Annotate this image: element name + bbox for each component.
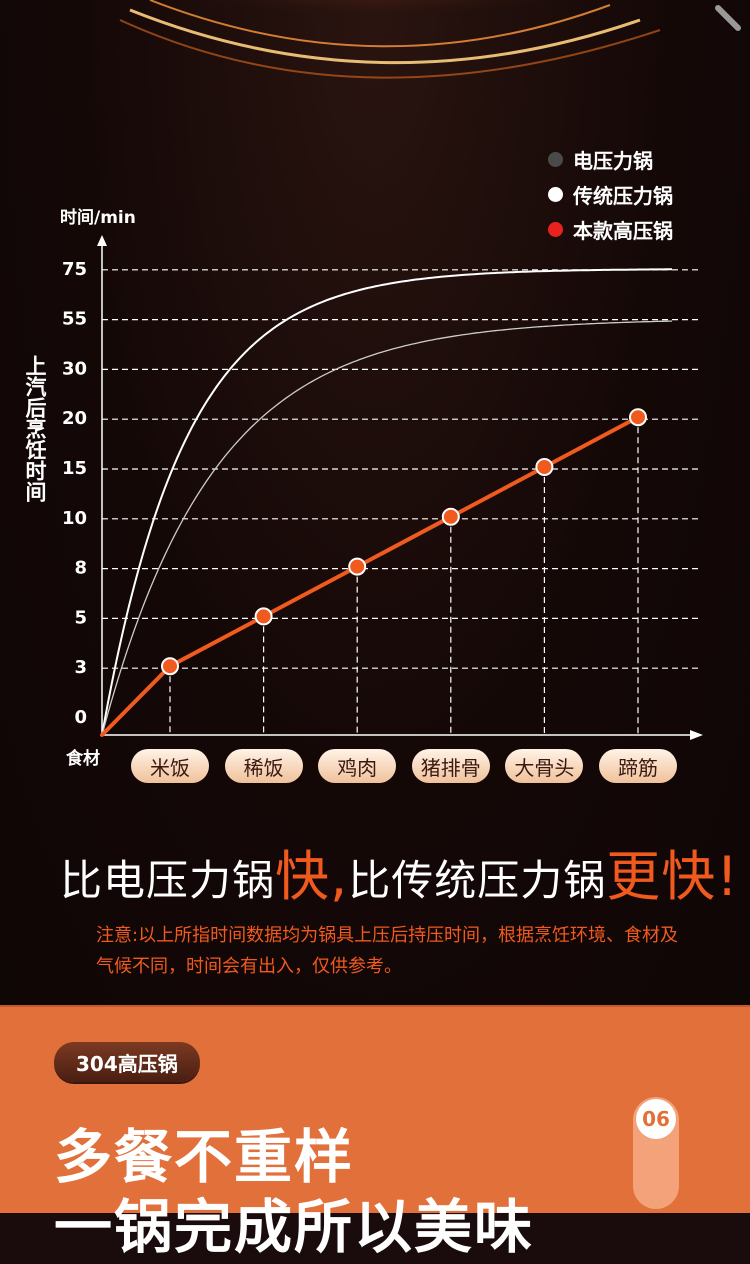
x-axis-title: 食材 <box>66 749 100 769</box>
legend-dot-white-icon <box>548 187 563 202</box>
x-tick-label: 猪排骨 <box>411 749 490 783</box>
y-tick-label: 15 <box>62 458 87 479</box>
y-axis-arrow-icon <box>97 235 107 246</box>
legend-dot-gray-icon <box>548 152 563 167</box>
x-tick-label: 大骨头 <box>505 749 584 783</box>
series-line-electric <box>101 320 672 736</box>
section-title-line2: 一锅完成所以美味 <box>54 1193 535 1261</box>
line-chart: 0 3 5 8 10 15 20 30 55 75 <box>62 235 703 740</box>
y-tick-label: 10 <box>62 508 87 529</box>
y-axis-unit-label: 时间/min <box>60 208 136 228</box>
y-tick-label: 20 <box>62 408 87 429</box>
data-point <box>629 408 647 427</box>
headline-highlight-1: 快, <box>275 845 349 908</box>
legend-label: 本款高压锅 <box>573 219 673 243</box>
x-tick-label: 米饭 <box>131 749 209 783</box>
y-axis-title: 上汽后烹饪时间 <box>23 355 47 502</box>
headline-highlight-2: 更快! <box>606 845 739 908</box>
legend-label: 电压力锅 <box>573 149 653 173</box>
y-tick-label: 3 <box>74 657 87 678</box>
disclaimer-note: 注意:以上所指时间数据均为锅具上压后持压时间，根据烹饪环境、食材及气候不同，时间… <box>96 925 679 977</box>
headline-text-1: 比电压力锅 <box>60 856 276 905</box>
y-tick-label: 55 <box>62 309 87 330</box>
y-tick-label: 5 <box>74 607 87 628</box>
x-tick-label: 稀饭 <box>224 749 303 783</box>
y-tick-label: 30 <box>62 358 87 379</box>
legend-item-electric: 电压力锅 <box>548 142 673 177</box>
data-point <box>348 557 367 576</box>
data-point <box>254 607 273 626</box>
x-tick-label: 蹄筋 <box>599 749 677 783</box>
x-tick-label: 鸡肉 <box>318 749 397 783</box>
data-point <box>535 458 554 476</box>
legend-label: 传统压力锅 <box>573 184 673 208</box>
data-point <box>441 507 460 526</box>
legend-dot-red-icon <box>548 222 563 237</box>
fire-swirl-decoration <box>110 0 741 79</box>
chart-legend: 电压力锅 传统压力锅 本款高压锅 <box>548 142 673 247</box>
y-tick-label: 75 <box>62 259 87 280</box>
y-tick-label: 8 <box>74 558 87 579</box>
next-section <box>0 1005 750 1213</box>
y-tick-label: 0 <box>74 707 87 728</box>
headline-text-2: 比传统压力锅 <box>348 856 607 905</box>
comparison-headline: 比电压力锅快,比传统压力锅更快! <box>60 832 739 911</box>
x-axis-arrow-icon <box>690 730 703 740</box>
section-number-badge: 06 <box>636 1099 676 1139</box>
legend-item-traditional: 传统压力锅 <box>548 177 673 212</box>
legend-item-this-model: 本款高压锅 <box>548 212 673 247</box>
series-line-this-model <box>100 415 640 737</box>
series-line-traditional <box>101 268 672 736</box>
chart-section: 电压力锅 传统压力锅 本款高压锅 时间/min 上汽后烹饪时间 0 3 5 8 10 15… <box>0 0 750 1005</box>
product-tag: 304高压锅 <box>54 1042 200 1082</box>
section-title-line1: 多餐不重样 <box>54 1123 355 1191</box>
data-point <box>161 657 179 676</box>
